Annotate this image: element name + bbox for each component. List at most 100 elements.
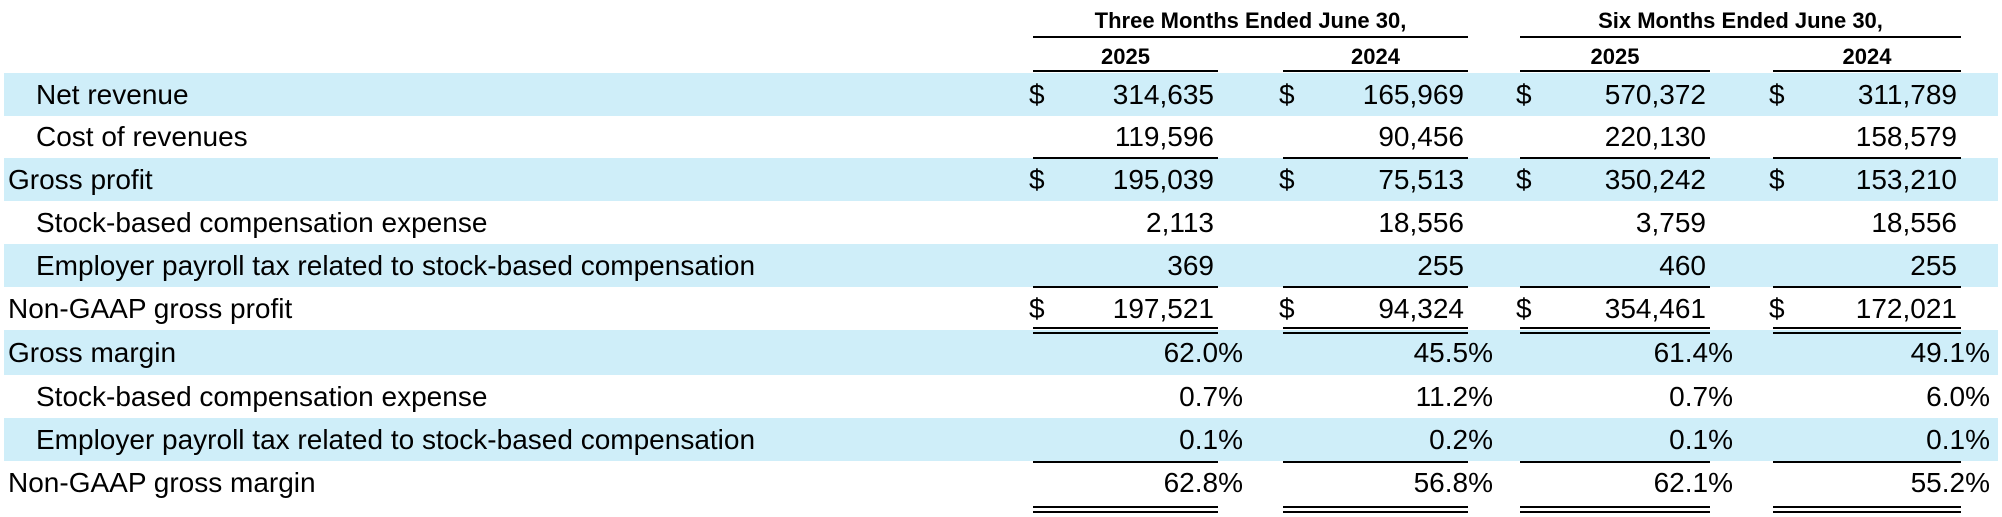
value-cell: 195,039 (1112, 163, 1214, 195)
table-row: Employer payroll tax related to stock-ba… (4, 244, 1998, 287)
currency-symbol: $ (1516, 163, 1532, 195)
value-cell: 255 (1910, 249, 1957, 281)
table-row: Net revenue $314,635 $165,969 $570,372 $311,… (4, 73, 1998, 116)
table-row: Cost of revenues 119,596 90,456 220,130 158,… (4, 116, 1998, 158)
value-cell: 220,130 (1604, 121, 1706, 152)
total-double-rule (1033, 327, 1218, 334)
currency-symbol: $ (1029, 292, 1045, 324)
row-label: Gross margin (8, 336, 177, 368)
value-cell: 18,556 (1378, 206, 1464, 238)
year-header: 2025 (1590, 44, 1640, 69)
value-cell: 49.1% (1910, 336, 1990, 368)
currency-symbol: $ (1279, 78, 1295, 110)
row-label: Non-GAAP gross margin (8, 466, 316, 498)
row-label: Gross profit (8, 163, 153, 195)
total-double-rule (1773, 327, 1961, 334)
value-cell: 56.8% (1413, 466, 1493, 498)
value-cell: 90,456 (1378, 121, 1464, 152)
total-double-rule (1283, 506, 1468, 513)
value-cell: 165,969 (1362, 78, 1464, 110)
table-row: Employer payroll tax related to stock-ba… (4, 418, 1998, 461)
total-double-rule (1520, 327, 1710, 334)
value-cell: 3,759 (1635, 206, 1706, 238)
value-cell: 119,596 (1114, 121, 1214, 152)
subtotal-rule (1033, 461, 1218, 463)
value-cell: 0.1% (1926, 423, 1990, 455)
row-label: Net revenue (36, 78, 189, 110)
value-cell: 197,521 (1112, 292, 1214, 324)
value-cell: 350,242 (1604, 163, 1706, 195)
subtotal-rule (1520, 461, 1710, 463)
currency-symbol: $ (1769, 78, 1785, 110)
group-header-rule (1520, 36, 1961, 38)
value-cell: 369 (1167, 249, 1214, 281)
value-cell: 311,789 (1857, 78, 1957, 110)
currency-symbol: $ (1769, 292, 1785, 324)
table-row: Non-GAAP gross profit $197,521 $94,324 $354… (4, 287, 1998, 330)
group-header-three-months: Three Months Ended June 30, (1094, 8, 1407, 33)
value-cell: 61.4% (1653, 336, 1733, 368)
group-header-rule (1033, 36, 1468, 38)
year-header-rule (1033, 70, 1218, 72)
value-cell: 172,021 (1855, 292, 1957, 324)
currency-symbol: $ (1279, 292, 1295, 324)
subtotal-rule (1520, 286, 1710, 288)
value-cell: 0.7% (1669, 380, 1733, 412)
value-cell: 0.7% (1179, 380, 1243, 412)
value-cell: 11.2% (1415, 380, 1493, 412)
year-header: 2024 (1842, 44, 1892, 69)
value-cell: 62.0% (1163, 336, 1243, 368)
year-header: 2024 (1351, 44, 1400, 69)
value-cell: 0.1% (1669, 423, 1733, 455)
value-cell: 570,372 (1604, 78, 1706, 110)
value-cell: 62.8% (1163, 466, 1243, 498)
value-cell: 314,635 (1112, 78, 1214, 110)
value-cell: 45.5% (1413, 336, 1493, 368)
row-label: Employer payroll tax related to stock-ba… (36, 423, 756, 455)
value-cell: 354,461 (1604, 292, 1706, 324)
subtotal-rule (1773, 157, 1961, 159)
total-double-rule (1033, 506, 1218, 513)
value-cell: 460 (1659, 249, 1706, 281)
value-cell: 0.1% (1179, 423, 1243, 455)
value-cell: 62.1% (1653, 466, 1733, 498)
value-cell: 255 (1417, 249, 1464, 281)
value-cell: 158,579 (1855, 121, 1957, 152)
value-cell: 6.0% (1926, 380, 1990, 412)
table-row: Non-GAAP gross margin 62.8% 56.8% 62.1% 55.2… (4, 461, 1998, 504)
subtotal-rule (1033, 157, 1218, 159)
row-label: Cost of revenues (36, 121, 248, 152)
value-cell: 94,324 (1378, 292, 1464, 324)
currency-symbol: $ (1029, 163, 1045, 195)
group-header-six-months: Six Months Ended June 30, (1598, 8, 1883, 33)
subtotal-rule (1773, 461, 1961, 463)
table-row: Stock-based compensation expense 2,113 18,… (4, 201, 1998, 244)
subtotal-rule (1773, 286, 1961, 288)
year-header-rule (1773, 70, 1961, 72)
table-row: Gross margin 62.0% 45.5% 61.4% 49.1% (4, 330, 1998, 375)
value-cell: 2,113 (1146, 206, 1214, 238)
year-header: 2025 (1101, 44, 1150, 69)
row-label: Non-GAAP gross profit (8, 292, 293, 324)
value-cell: 18,556 (1871, 206, 1957, 238)
row-label: Stock-based compensation expense (36, 206, 488, 238)
subtotal-rule (1283, 157, 1468, 159)
total-double-rule (1773, 506, 1961, 513)
currency-symbol: $ (1029, 78, 1045, 110)
subtotal-rule (1283, 461, 1468, 463)
value-cell: 75,513 (1378, 163, 1464, 195)
year-header-rule (1520, 70, 1710, 72)
year-header-rule (1283, 70, 1468, 72)
currency-symbol: $ (1279, 163, 1295, 195)
table-row: Stock-based compensation expense 0.7% 11.2… (4, 375, 1998, 418)
currency-symbol: $ (1516, 292, 1532, 324)
total-double-rule (1520, 506, 1710, 513)
subtotal-rule (1520, 157, 1710, 159)
subtotal-rule (1033, 286, 1218, 288)
value-cell: 0.2% (1429, 423, 1493, 455)
total-double-rule (1283, 327, 1468, 334)
subtotal-rule (1283, 286, 1468, 288)
value-cell: 55.2% (1910, 466, 1990, 498)
row-label: Employer payroll tax related to stock-ba… (36, 249, 756, 281)
